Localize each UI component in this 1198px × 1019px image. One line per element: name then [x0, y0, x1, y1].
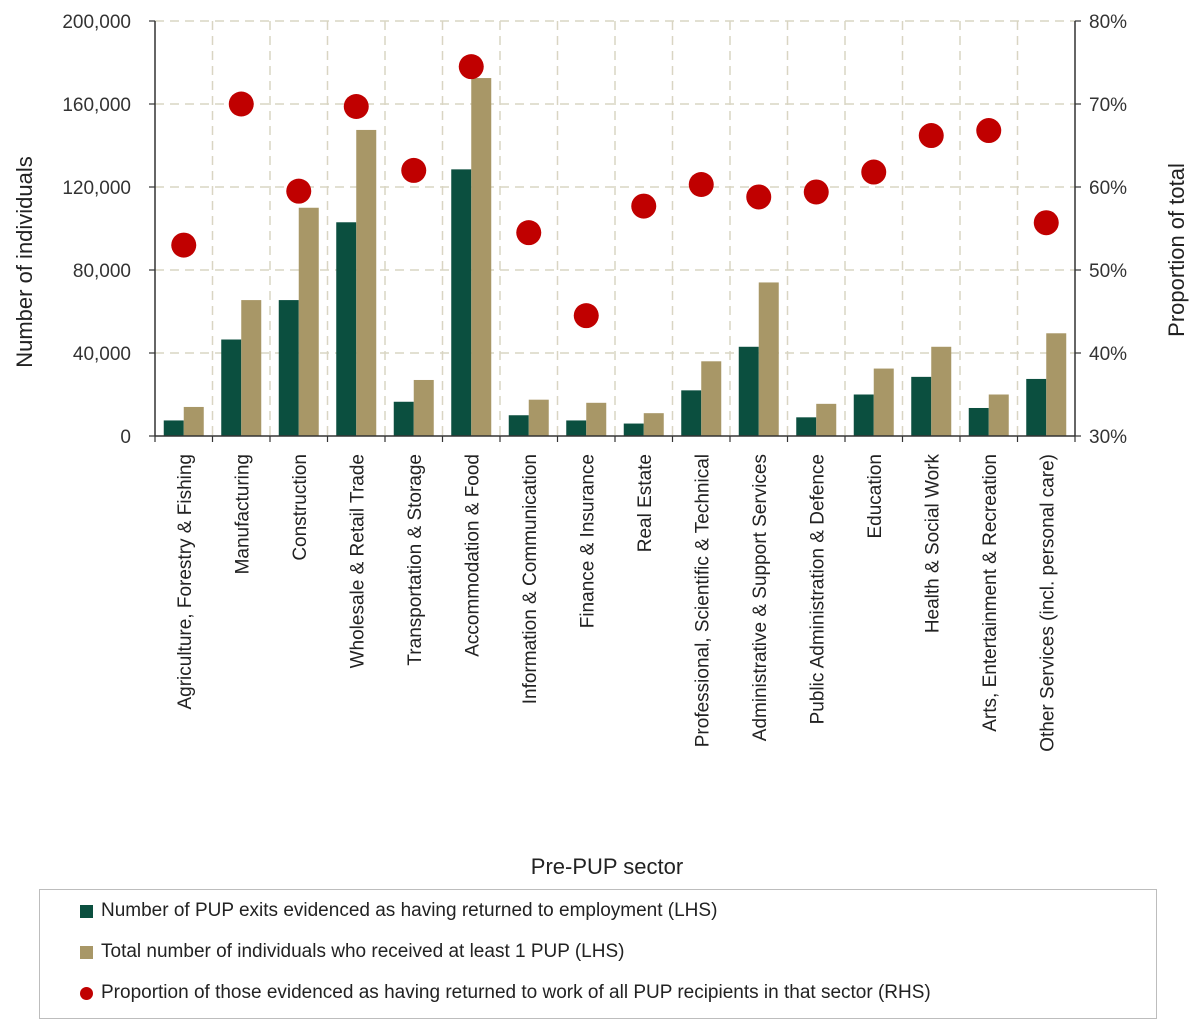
y2-tick-label: 60%: [1089, 178, 1127, 199]
y-tick-label: 160,000: [62, 95, 131, 116]
bar-total: [931, 346, 952, 436]
legend-swatch-total: [80, 945, 93, 959]
proportion-marker: [803, 179, 829, 205]
bar-returned: [1026, 378, 1047, 436]
proportion-marker: [228, 91, 254, 117]
bar-total: [413, 379, 434, 436]
legend: Number of PUP exits evidenced as having …: [39, 889, 1157, 1019]
bar-returned: [451, 169, 472, 437]
legend-swatch-returned: [80, 904, 93, 918]
y2-tick-label: 80%: [1089, 12, 1127, 33]
bar-total: [241, 300, 262, 436]
bar-total: [183, 406, 204, 436]
proportion-marker: [573, 303, 599, 329]
bar-returned: [623, 423, 644, 436]
proportion-marker: [688, 172, 714, 198]
y-tick-label: 80,000: [73, 261, 131, 282]
bars: [163, 78, 1067, 437]
bar-returned: [911, 376, 932, 436]
proportion-marker: [516, 220, 542, 246]
bar-returned: [393, 401, 414, 436]
proportion-marker: [976, 118, 1002, 144]
category-label: Administrative & Support Services: [750, 454, 771, 741]
legend-item-total: Total number of individuals who received…: [80, 941, 624, 963]
category-label: Information & Communication: [520, 454, 541, 704]
bar-returned: [566, 420, 587, 436]
proportion-marker: [918, 123, 944, 149]
proportion-marker: [171, 232, 197, 258]
proportion-marker: [861, 159, 887, 185]
category-label: Public Administration & Defence: [807, 454, 828, 724]
bar-total: [586, 402, 607, 436]
proportion-marker: [746, 184, 772, 210]
proportion-marker: [631, 193, 657, 219]
proportion-marker: [343, 93, 369, 119]
category-label: Wholesale & Retail Trade: [347, 454, 368, 668]
category-label: Professional, Scientific & Technical: [692, 454, 713, 747]
bar-returned: [968, 407, 989, 436]
y-axis-title: Number of individuals: [12, 156, 37, 368]
bar-total: [816, 403, 837, 436]
bar-returned: [221, 339, 242, 436]
y-tick-label: 0: [120, 427, 131, 448]
legend-marker-proportion: [80, 986, 93, 1000]
gridlines: [155, 20, 1075, 436]
category-labels: Agriculture, Forestry & Fishing Manufactu…: [175, 454, 1059, 752]
category-label: Health & Social Work: [922, 454, 943, 634]
bar-total: [701, 361, 722, 436]
bar-returned: [796, 417, 817, 436]
legend-item-proportion: Proportion of those evidenced as having …: [80, 982, 931, 1004]
proportion-marker: [286, 178, 312, 204]
bar-returned: [681, 390, 702, 436]
category-label: Manufacturing: [232, 454, 253, 574]
tick-labels: 0 40,000 80,000 120,000 160,000 200,000 30% 40%…: [62, 12, 1127, 448]
proportion-marker: [401, 157, 427, 183]
bar-returned: [853, 394, 874, 436]
bar-returned: [336, 222, 357, 436]
y-tick-label: 120,000: [62, 178, 131, 199]
y2-tick-label: 30%: [1089, 427, 1127, 448]
bar-total: [1046, 333, 1067, 436]
bar-returned: [163, 420, 184, 436]
bar-returned: [738, 346, 759, 436]
category-label: Accommodation & Food: [462, 454, 483, 657]
bar-total: [643, 413, 664, 436]
y-tick-label: 40,000: [73, 344, 131, 365]
category-label: Real Estate: [635, 454, 656, 552]
bar-total: [988, 394, 1009, 436]
x-axis-title: Pre-PUP sector: [531, 854, 683, 879]
category-label: Arts, Entertainment & Recreation: [980, 454, 1001, 732]
category-label: Transportation & Storage: [405, 454, 426, 666]
y2-tick-label: 40%: [1089, 344, 1127, 365]
bar-total: [528, 399, 549, 436]
legend-label-proportion: Proportion of those evidenced as having …: [101, 982, 931, 1003]
bar-total: [356, 129, 377, 436]
category-label: Education: [865, 454, 886, 539]
y-tick-label: 200,000: [62, 12, 131, 33]
bar-returned: [278, 300, 299, 436]
category-label: Other Services (incl. personal care): [1037, 454, 1058, 752]
proportion-marker: [458, 54, 484, 80]
bar-returned: [508, 415, 529, 436]
bar-total: [758, 282, 779, 436]
legend-label-total: Total number of individuals who received…: [101, 941, 625, 962]
y2-tick-label: 70%: [1089, 95, 1127, 116]
y2-tick-label: 50%: [1089, 261, 1127, 282]
category-label: Construction: [290, 454, 311, 561]
category-label: Agriculture, Forestry & Fishing: [175, 454, 196, 710]
combo-chart: 0 40,000 80,000 120,000 160,000 200,000 30% 40%…: [12, 12, 1189, 879]
legend-label-returned: Number of PUP exits evidenced as having …: [101, 900, 718, 921]
axes: [149, 20, 1081, 442]
proportion-marker: [1033, 210, 1059, 236]
category-label: Finance & Insurance: [577, 454, 598, 628]
y2-axis-title: Proportion of total: [1164, 163, 1189, 337]
bar-total: [873, 368, 894, 436]
proportion-markers: [171, 54, 1059, 329]
bar-total: [298, 207, 319, 436]
legend-item-returned: Number of PUP exits evidenced as having …: [80, 900, 717, 922]
bar-total: [471, 78, 492, 436]
